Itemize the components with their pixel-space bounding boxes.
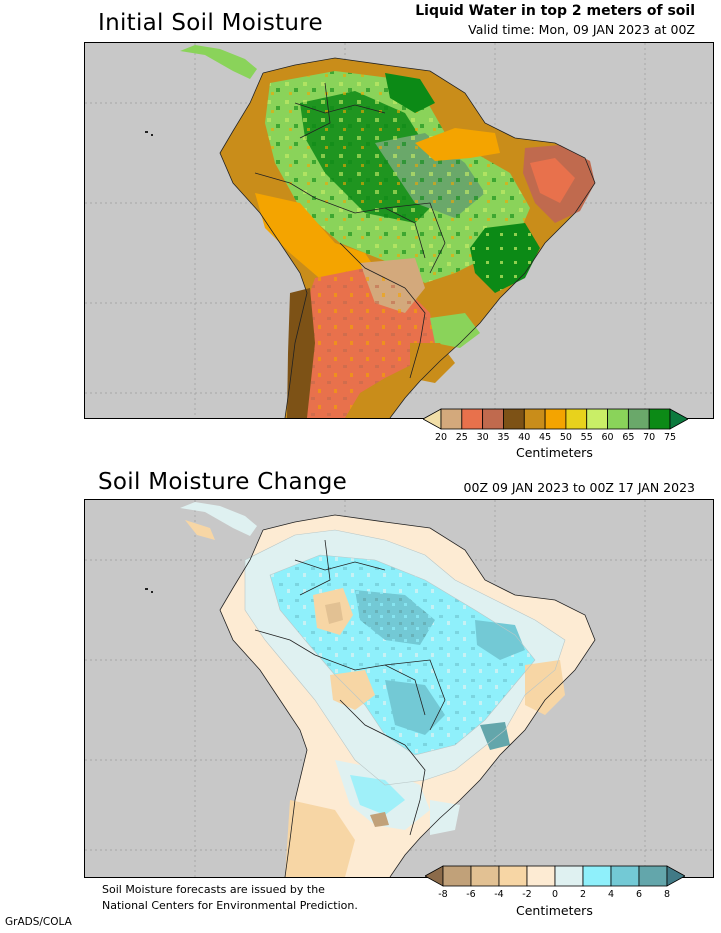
colorbar-swatch: [648, 408, 671, 430]
colorbar-swatch-high: [666, 865, 686, 887]
panel1-colorbar: [422, 408, 689, 430]
colorbar-swatch: [523, 408, 546, 430]
panel2-colorbar-labels: -8 -6 -4 -2 0 2 4 6 8: [425, 889, 685, 903]
colorbar-swatch-low: [422, 408, 442, 430]
panel1-colorbar-labels: 20 25 30 35 40 45 50 55 60 65 70 75: [423, 432, 688, 446]
colorbar-swatch: [498, 865, 528, 887]
colorbar-swatch: [638, 865, 668, 887]
colorbar-tick-label: 25: [455, 432, 468, 443]
colorbar-swatch: [544, 408, 567, 430]
colorbar-tick-label: 2: [579, 889, 587, 900]
colorbar-tick-label: -2: [522, 889, 532, 900]
colorbar-tick-label: 55: [580, 432, 593, 443]
panel1-subtitle: Liquid Water in top 2 meters of soil: [415, 3, 695, 19]
colorbar-swatch: [582, 865, 612, 887]
colorbar-tick-label: 4: [607, 889, 615, 900]
colorbar-swatch: [627, 408, 650, 430]
colorbar-swatch: [470, 865, 500, 887]
panel1-colorbar-units: Centimeters: [516, 445, 593, 460]
colorbar-swatch: [440, 408, 463, 430]
panel1-title: Initial Soil Moisture: [98, 10, 324, 36]
colorbar-swatch: [442, 865, 472, 887]
panel1-valid-time: Valid time: Mon, 09 JAN 2023 at 00Z: [468, 22, 695, 37]
panel2-colorbar-units: Centimeters: [516, 903, 593, 918]
footnote: Soil Moisture forecasts are issued by th…: [102, 882, 358, 914]
colorbar-tick-label: 65: [622, 432, 635, 443]
colorbar-tick-label: 6: [635, 889, 643, 900]
colorbar-swatch-low: [424, 865, 444, 887]
colorbar-tick-label: 35: [497, 432, 510, 443]
colorbar-swatch: [607, 408, 629, 430]
colorbar-tick-label: 50: [559, 432, 572, 443]
panel1-colorbar-swatches: [422, 408, 689, 430]
colorbar-tick-label: 0: [551, 889, 559, 900]
colorbar-tick-label: 45: [539, 432, 552, 443]
panel2-colorbar: [424, 865, 686, 887]
colorbar-swatch: [526, 865, 556, 887]
credit: GrADS/COLA: [5, 916, 72, 928]
panel2-title: Soil Moisture Change: [98, 469, 348, 495]
colorbar-swatch: [554, 865, 584, 887]
colorbar-tick-label: 8: [663, 889, 671, 900]
colorbar-tick-label: -6: [466, 889, 476, 900]
footnote-line1: Soil Moisture forecasts are issued by th…: [102, 883, 325, 896]
soil-moisture-map-canvas: [85, 43, 713, 418]
colorbar-swatch: [610, 865, 640, 887]
colorbar-tick-label: 20: [434, 432, 448, 443]
colorbar-tick-label: -8: [438, 889, 448, 900]
colorbar-tick-label: 75: [663, 432, 677, 443]
soil-moisture-change-map: [84, 499, 714, 878]
colorbar-swatch-high: [669, 408, 689, 430]
colorbar-tick-label: -4: [494, 889, 504, 900]
panel2-colorbar-swatches: [424, 865, 686, 887]
colorbar-tick-label: 40: [518, 432, 531, 443]
colorbar-swatch: [586, 408, 608, 430]
colorbar-swatch: [503, 408, 525, 430]
colorbar-swatch: [565, 408, 588, 430]
colorbar-tick-label: 60: [601, 432, 614, 443]
colorbar-tick-label: 30: [476, 432, 489, 443]
soil-moisture-change-map-canvas: [85, 500, 713, 877]
colorbar-swatch: [461, 408, 484, 430]
colorbar-swatch: [482, 408, 504, 430]
soil-moisture-map: [84, 42, 714, 419]
panel2-period: 00Z 09 JAN 2023 to 00Z 17 JAN 2023: [463, 480, 695, 495]
footnote-line2: National Centers for Environmental Predi…: [102, 899, 358, 912]
colorbar-tick-label: 70: [643, 432, 656, 443]
